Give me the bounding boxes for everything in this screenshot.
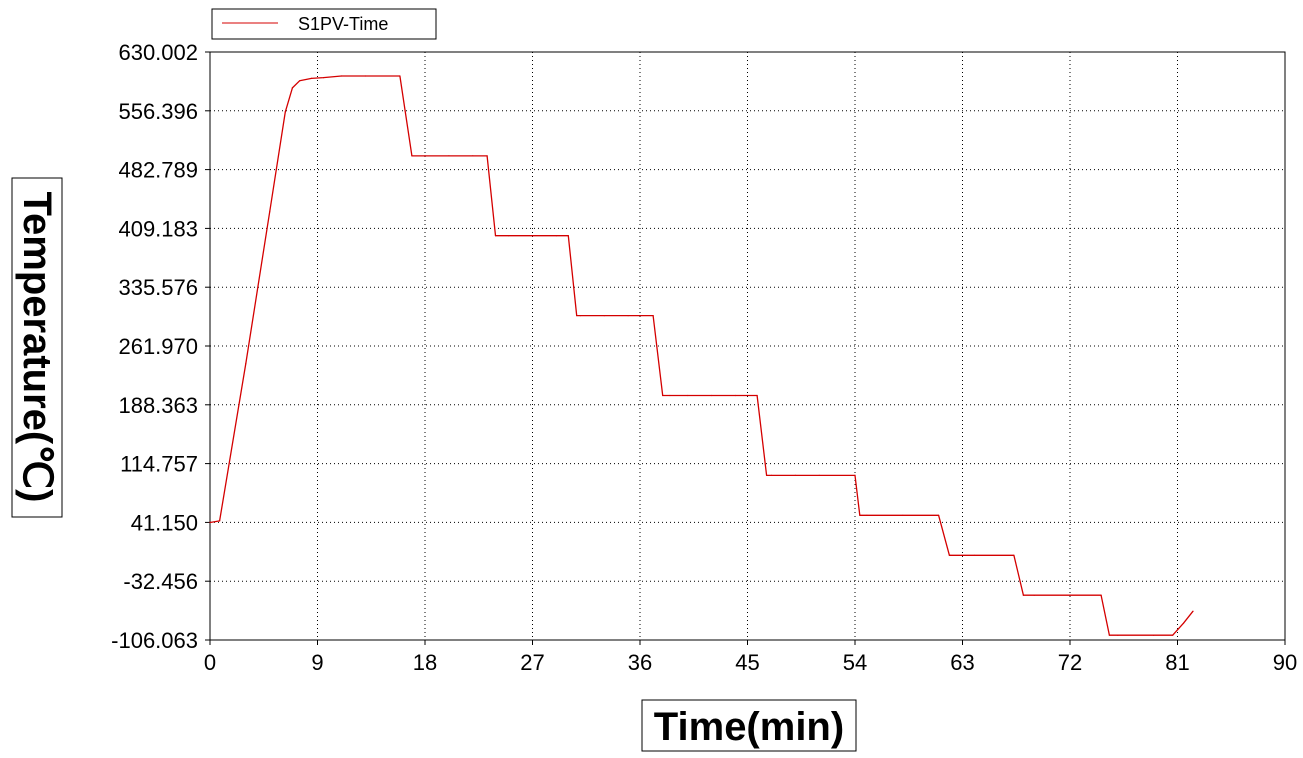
series-point (340, 75, 342, 77)
y-tick-label: 630.002 (118, 40, 198, 65)
series-point (711, 394, 713, 397)
series-point (579, 315, 581, 317)
x-tick-label: 27 (520, 650, 544, 675)
x-axis-title: Time(min) (654, 705, 844, 749)
y-axis-title-box (11, 177, 63, 518)
series-point (770, 474, 773, 476)
x-axis-title-group: Time(min) (641, 699, 857, 752)
y-tick-labels: 630.002 556.396 482.789 409.183 335.576 261.9… (111, 40, 198, 653)
legend: S1PV-Time (211, 8, 437, 40)
x-tick-label: 81 (1165, 650, 1189, 675)
series-point (902, 514, 904, 516)
series-point (1153, 634, 1155, 636)
y-tick-label: 261.970 (118, 334, 198, 359)
series-point (364, 75, 366, 77)
series-point (555, 235, 558, 237)
series-point (938, 514, 940, 516)
legend-box (211, 8, 437, 40)
series-point (494, 235, 497, 237)
x-tick-label: 54 (843, 650, 867, 675)
y-tick-label: -106.063 (111, 628, 198, 653)
y-tick-label: 114.757 (120, 452, 198, 477)
series-point (448, 155, 450, 157)
series-point (1172, 634, 1174, 636)
series-point (652, 315, 654, 317)
x-tick-label: 90 (1273, 650, 1297, 675)
series-point (399, 75, 401, 77)
series-point (756, 394, 758, 397)
x-tick-label: 9 (311, 650, 323, 675)
y-tick-label: -32.456 (123, 569, 198, 594)
series-point (1100, 594, 1102, 596)
series-point (735, 394, 737, 397)
series-point (284, 111, 286, 113)
series-point (219, 520, 221, 522)
grid (205, 51, 1286, 645)
x-tick-label: 63 (950, 650, 974, 675)
series-line-s1pv-time (209, 75, 1194, 636)
series-point (1033, 594, 1035, 596)
x-tick-label: 0 (204, 650, 216, 675)
series-point (472, 155, 474, 157)
series-point (603, 315, 605, 317)
plot-area (209, 51, 1286, 641)
x-tick-label: 36 (628, 650, 652, 675)
series-point (576, 315, 578, 317)
series-point (1022, 594, 1024, 596)
series-point (950, 554, 952, 556)
series-point (310, 77, 313, 79)
series-point (411, 155, 413, 157)
series-point (1013, 554, 1015, 556)
series-point (854, 474, 856, 476)
series-point (627, 315, 629, 317)
series-point (1182, 622, 1185, 624)
series-point (269, 211, 271, 213)
series-point (766, 474, 768, 476)
y-tick-label: 41.150 (131, 510, 198, 535)
series-point (567, 235, 569, 237)
y-tick-label: 482.789 (118, 158, 198, 183)
x-tick-label: 72 (1058, 650, 1082, 675)
x-tick-label: 45 (735, 650, 759, 675)
x-tick-label: 18 (413, 650, 437, 675)
series-point (794, 474, 796, 476)
series-point (508, 235, 510, 237)
series-point (866, 514, 868, 516)
series-point (486, 155, 488, 157)
series-point (291, 87, 293, 89)
series-point (818, 474, 820, 476)
series-point (531, 235, 534, 237)
series-point (948, 554, 951, 556)
series-point (299, 80, 301, 82)
series-point (245, 363, 247, 365)
series-point (669, 394, 671, 397)
series-point (1069, 594, 1071, 596)
y-tick-label: 556.396 (118, 99, 198, 124)
x-tick-labels: 0 9 18 27 36 45 54 63 72 81 90 (204, 650, 1297, 675)
series-point (1117, 634, 1119, 636)
series-point (322, 77, 325, 79)
series-point (687, 394, 689, 397)
series-point (424, 155, 426, 157)
y-axis-title-group: Temperature(℃) (11, 177, 63, 518)
x-axis-title-box (641, 699, 857, 752)
y-tick-label: 409.183 (118, 216, 198, 241)
y-tick-label: 188.363 (118, 393, 198, 418)
series-point (662, 394, 664, 397)
series-point (1108, 634, 1110, 636)
y-axis-title: Temperature(℃) (15, 192, 59, 503)
series-layer (209, 75, 1194, 636)
series-point (973, 554, 976, 556)
series-point (859, 514, 861, 516)
legend-label: S1PV-Time (298, 14, 388, 34)
series-point (209, 521, 211, 524)
y-tick-label: 335.576 (118, 275, 198, 300)
series-point (1192, 610, 1194, 612)
